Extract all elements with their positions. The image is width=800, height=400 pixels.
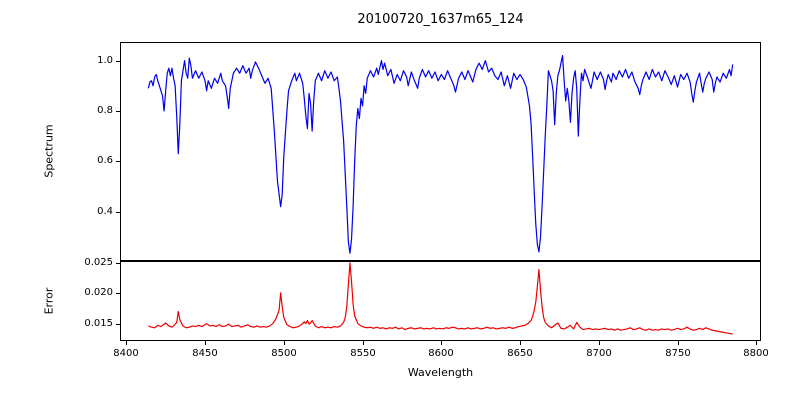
spectrum-y-tick-label: 0.8 xyxy=(97,105,113,116)
tick-mark xyxy=(116,324,120,325)
x-tick-label: 8450 xyxy=(192,348,218,359)
tick-mark xyxy=(116,161,120,162)
tick-mark xyxy=(441,341,442,345)
tick-mark xyxy=(126,341,127,345)
x-tick-label: 8650 xyxy=(507,348,533,359)
error-panel xyxy=(120,261,761,341)
error-y-tick-label: 0.025 xyxy=(84,257,113,268)
tick-mark xyxy=(678,341,679,345)
error-y-tick-label: 0.020 xyxy=(84,287,113,298)
tick-mark xyxy=(520,341,521,345)
x-tick-label: 8500 xyxy=(271,348,297,359)
spectrum-line xyxy=(147,54,734,254)
tick-mark xyxy=(284,341,285,345)
error-line xyxy=(148,262,733,335)
spectrum-y-tick-label: 1.0 xyxy=(97,55,113,66)
tick-mark xyxy=(116,293,120,294)
error-y-tick-label: 0.015 xyxy=(84,318,113,329)
x-tick-label: 8550 xyxy=(350,348,376,359)
tick-mark xyxy=(116,111,120,112)
spectrum-panel xyxy=(120,42,761,261)
tick-mark xyxy=(116,263,120,264)
tick-mark xyxy=(205,341,206,345)
x-tick-label: 8750 xyxy=(665,348,691,359)
tick-mark xyxy=(756,341,757,345)
spectrum-y-tick-label: 0.4 xyxy=(97,206,113,217)
tick-mark xyxy=(116,61,120,62)
spectrum-y-axis-label: Spectrum xyxy=(42,124,56,178)
tick-mark xyxy=(363,341,364,345)
error-axes-spines xyxy=(120,261,761,341)
x-axis-label: Wavelength xyxy=(407,366,474,379)
tick-mark xyxy=(599,341,600,345)
chart-title: 20100720_1637m65_124 xyxy=(357,12,524,27)
x-tick-label: 8800 xyxy=(743,348,769,359)
x-tick-label: 8700 xyxy=(586,348,612,359)
error-y-axis-label: Error xyxy=(42,287,56,315)
x-tick-label: 8400 xyxy=(113,348,139,359)
tick-mark xyxy=(116,212,120,213)
spectrum-axes-spines xyxy=(120,42,761,261)
x-tick-label: 8600 xyxy=(428,348,454,359)
spectrum-y-tick-label: 0.6 xyxy=(97,155,113,166)
